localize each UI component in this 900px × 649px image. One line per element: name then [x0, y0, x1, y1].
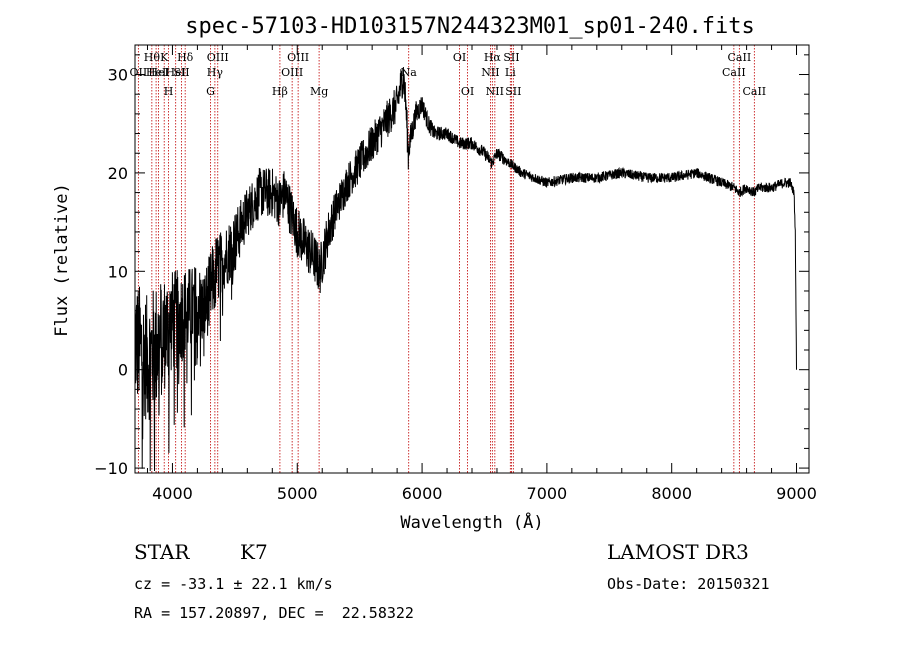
spectral-line-labels: OIIHθHeIHeIKHHeISIIHδGHγOIIIHβOIIIOIIIMg…: [130, 51, 767, 98]
x-tick-label: 6000: [402, 484, 443, 503]
redshift-value: cz = -33.1 ± 22.1 km/s: [134, 575, 333, 593]
spectrum-trace: [134, 66, 797, 472]
y-tick-label: 30: [108, 66, 128, 85]
spectral-line-label: Na: [401, 66, 418, 79]
y-tick-label: 10: [108, 262, 128, 281]
spectral-line-label: OI: [453, 51, 466, 64]
spectral-line-label: Hβ: [272, 85, 288, 98]
spectral-line-label: OIII: [287, 51, 309, 64]
spectral-line-label: Hγ: [207, 66, 224, 79]
spectral-line-label: CaII: [728, 51, 752, 64]
x-tick-label: 5000: [277, 484, 318, 503]
survey-name: LAMOST DR3: [607, 540, 749, 564]
spectral-line-label: OIII: [281, 66, 303, 79]
spectral-line-label: K: [160, 51, 169, 64]
x-tick-label: 7000: [527, 484, 568, 503]
object-class: STAR: [134, 540, 190, 564]
spectral-line-label: OIII: [207, 51, 229, 64]
chart-title: spec-57103-HD103157N244323M01_sp01-240.f…: [185, 14, 755, 39]
spectral-line-label: NII: [481, 66, 499, 79]
y-axis-label: Flux (relative): [52, 183, 72, 337]
spectral-line-label: HeI: [148, 66, 168, 79]
x-axis-label: Wavelength (Å): [400, 511, 543, 533]
spectral-line-label: Hδ: [177, 51, 194, 64]
spectral-line-label: CaII: [742, 85, 766, 98]
spectral-line-label: OI: [461, 85, 474, 98]
spectral-line-label: SII: [503, 51, 519, 64]
x-tick-label: 9000: [776, 484, 817, 503]
spectral-line-label: SII: [505, 85, 521, 98]
y-tick-label: −10: [94, 459, 128, 478]
x-tick-label: 8000: [651, 484, 692, 503]
y-tick-label: 20: [108, 164, 128, 183]
obs-date: Obs-Date: 20150321: [607, 575, 770, 593]
spectral-line-label: Li: [505, 66, 516, 79]
x-tick-label: 4000: [152, 484, 193, 503]
spectral-line-label: Hθ: [144, 51, 161, 64]
coordinates: RA = 157.20897, DEC = 22.58322: [134, 604, 414, 622]
spectral-line-label: H: [164, 85, 174, 98]
spectral-line-label: HeI: [165, 66, 185, 79]
y-tick-label: 0: [118, 361, 128, 380]
spectral-line-label: SII: [173, 66, 189, 79]
spectral-line-label: G: [206, 85, 215, 98]
spectral-line-label: CaII: [722, 66, 746, 79]
spectral-line-label: OII: [130, 66, 148, 79]
spectral-line-label: Hα: [484, 51, 502, 64]
axis-ticks: 4000 5000 6000 7000 8000 9000 −10 0 10 20 30: [94, 45, 817, 503]
spectral-line-label: Mg: [310, 85, 328, 98]
spectral-line-label: HeI: [146, 66, 166, 79]
object-subclass: K7: [240, 540, 268, 564]
spectral-line-label: NII: [486, 85, 504, 98]
